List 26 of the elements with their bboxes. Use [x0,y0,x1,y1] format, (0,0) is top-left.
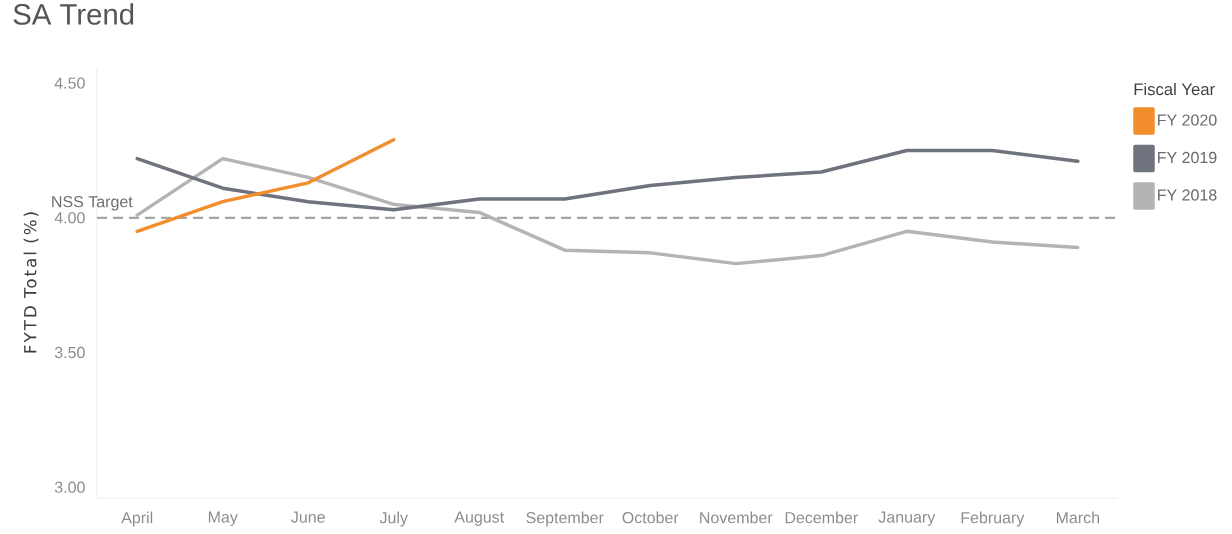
x-tick-label: June [291,511,325,523]
x-tick-label: March [1056,511,1099,524]
x-tick-label: August [454,511,505,526]
chart-title: SA Trend [13,3,134,25]
y-tick-label: 4.00 [54,212,85,224]
x-tick-label: December [785,511,858,524]
line-series [135,148,1080,212]
x-tick-label: January [878,511,936,526]
y-tick-label: 3.00 [54,481,85,493]
x-tick-label: July [379,511,408,527]
x-tick-label: April [121,511,153,527]
line-series [135,156,1080,266]
ref-line-label: NSS Target [52,196,133,211]
y-tick-label: 3.50 [54,346,85,359]
x-tick-label: May [208,511,238,526]
legend-title: Fiscal Year [1134,82,1215,96]
x-tick-label: October [622,511,679,524]
x-tick-label: November [700,511,773,524]
line-series [135,137,396,234]
legend-label: FY 2018 [1158,189,1217,201]
x-tick-label: September [526,511,604,527]
y-axis-title: FYTD Total (%) [23,212,39,353]
x-tick-label: February [961,511,1025,527]
y-tick-label: 4.50 [54,77,85,89]
legend-label: FY 2020 [1158,114,1217,126]
legend-label: FY 2019 [1158,151,1217,164]
